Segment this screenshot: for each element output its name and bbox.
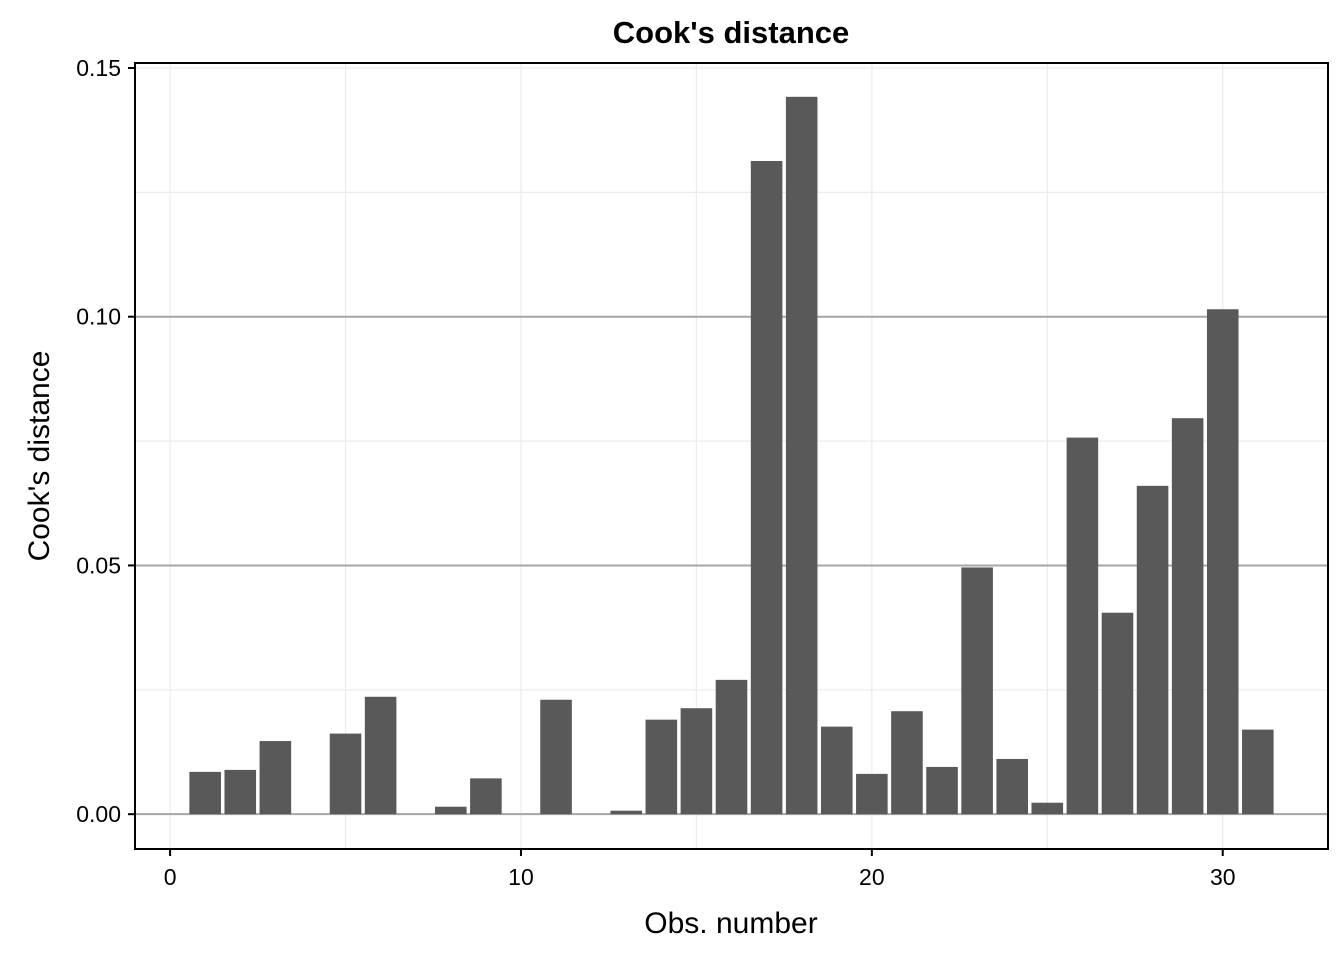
y-tick-label: 0.15 [76,55,121,81]
bar [926,766,958,815]
bar [259,741,292,815]
bar [540,699,572,815]
x-tick-label: 0 [164,864,177,890]
bar [1066,437,1099,815]
bar [1206,309,1239,815]
bar [750,161,783,815]
bar [996,758,1028,815]
bar [856,773,888,815]
bar [364,696,397,815]
bar [961,567,993,815]
bar [610,810,643,815]
x-tick-label: 10 [508,864,534,890]
bar [1136,485,1169,815]
bar [329,733,362,815]
y-axis: 0.00 0.05 0.10 0.15 [76,55,135,827]
panel-border [134,62,1329,850]
y-axis-title: Cook's distance [23,351,56,562]
bar [715,679,748,815]
bar [680,708,713,815]
y-tick-label: 0.05 [76,552,121,578]
y-tick-label: 0.00 [76,801,121,827]
bar [470,778,502,815]
bar [645,719,678,815]
bar [785,96,818,815]
x-axis-title: Obs. number [644,907,817,940]
bar [1031,802,1064,815]
y-tick-label: 0.10 [76,304,121,330]
x-axis: 0 10 20 30 [164,849,1236,890]
bar [1101,612,1134,815]
chart-title: Cook's distance [613,15,850,50]
bar [891,711,923,815]
x-tick-label: 30 [1210,864,1236,890]
gridlines [135,63,1328,849]
bar [189,771,221,815]
bar [224,769,257,815]
bar [1242,729,1274,815]
bar [1171,418,1204,815]
bar [820,726,853,815]
bars [189,96,1274,815]
bar [435,806,467,815]
x-tick-label: 20 [859,864,885,890]
